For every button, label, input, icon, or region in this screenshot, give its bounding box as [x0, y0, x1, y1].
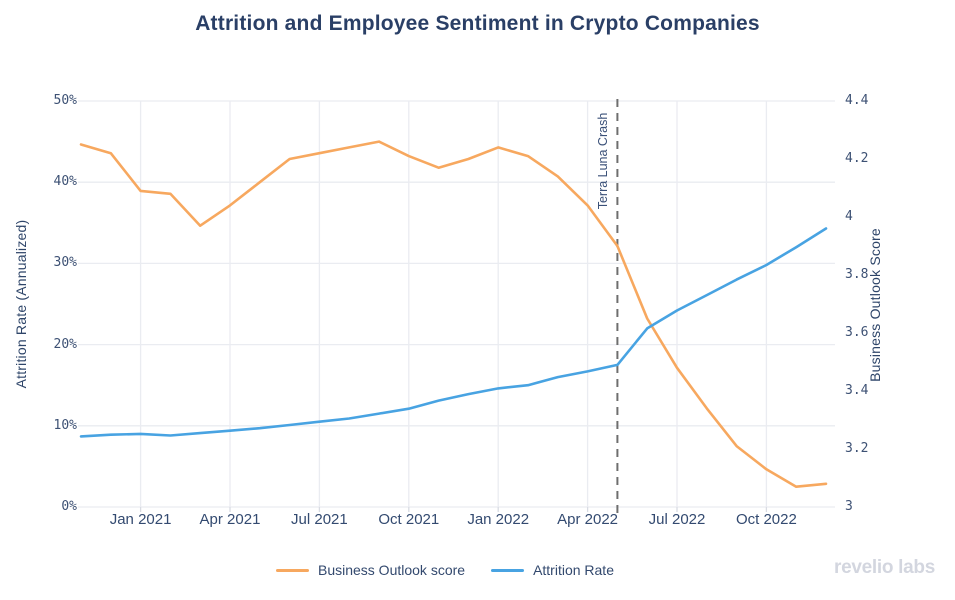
page-title: Attrition and Employee Sentiment in Cryp…: [195, 12, 760, 35]
legend-label: Attrition Rate: [533, 562, 614, 578]
right-axis-title: Business Outlook Score: [867, 228, 883, 382]
business-outlook-line: [79, 140, 828, 489]
attrition-rate-line: [79, 227, 828, 438]
legend-line-swatch: [491, 568, 525, 572]
revelio-labs-logo: revelio labs: [834, 557, 935, 578]
legend-label: Business Outlook score: [317, 562, 466, 578]
left-axis-title: Attrition Rate (Annualized): [13, 219, 29, 389]
chart-legend: Business Outlook score Attrition Rate: [0, 562, 890, 578]
terra-luna-crash-annotation: Terra Luna Crash: [596, 112, 610, 210]
legend-line-swatch: [275, 568, 309, 572]
legend-item-attrition-rate[interactable]: Attrition Rate: [491, 562, 614, 578]
legend-item-business-outlook[interactable]: Business Outlook score: [275, 562, 466, 578]
